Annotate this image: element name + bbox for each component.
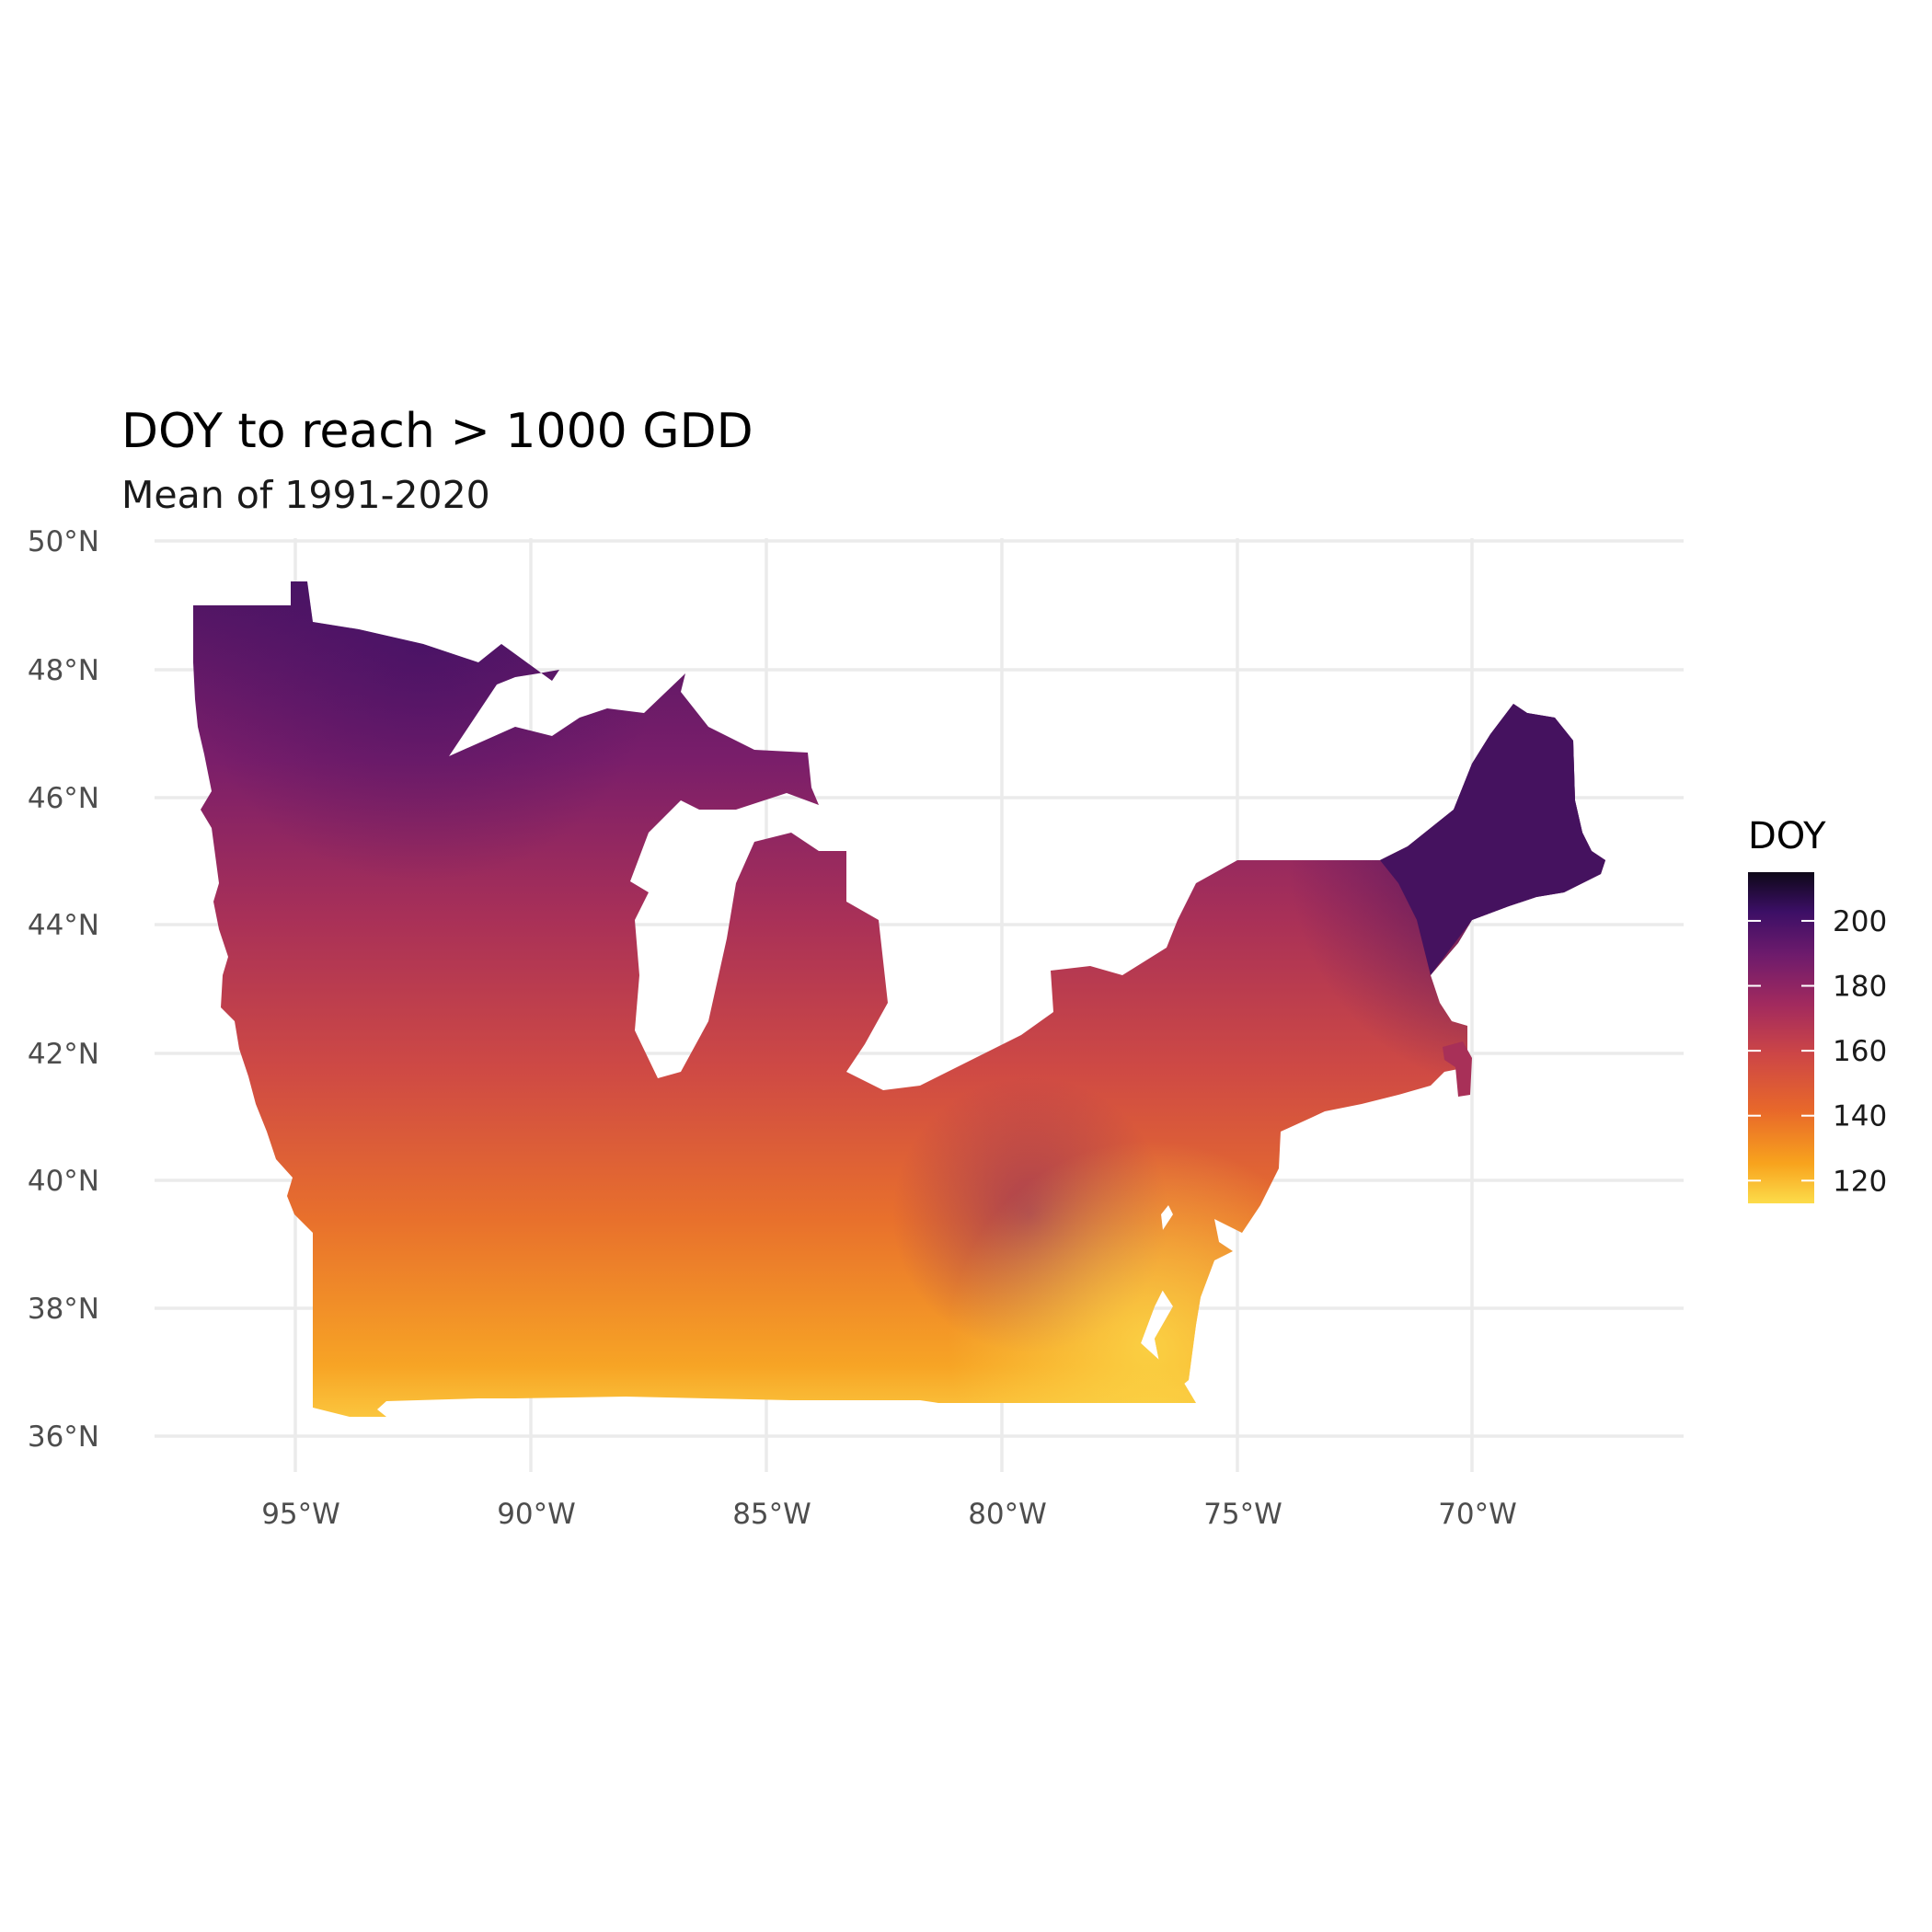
y-tick-label: 42°N: [28, 1038, 99, 1071]
legend-labels: 200 180 160 140 120: [1833, 905, 1887, 1198]
legend-title: DOY: [1748, 815, 1826, 857]
x-tick-label: 95°W: [261, 1498, 340, 1531]
y-tick-label: 46°N: [28, 782, 99, 815]
legend-colorbar: [1748, 872, 1814, 1203]
y-tick-label: 38°N: [28, 1293, 99, 1326]
legend-label: 140: [1833, 1100, 1887, 1133]
y-tick-label: 50°N: [28, 525, 99, 558]
legend-label: 120: [1833, 1165, 1887, 1198]
y-tick-label: 44°N: [28, 909, 99, 942]
x-tick-label: 85°W: [732, 1498, 811, 1531]
y-tick-label: 48°N: [28, 654, 99, 687]
chart-subtitle: Mean of 1991-2020: [121, 473, 490, 517]
legend-label: 200: [1833, 905, 1887, 938]
y-axis-labels: 50°N 48°N 46°N 44°N 42°N 40°N 38°N 36°N: [28, 525, 99, 1454]
color-legend: DOY 200 180 160 140 120: [1748, 815, 1887, 1203]
x-tick-label: 75°W: [1203, 1498, 1282, 1531]
y-tick-label: 36°N: [28, 1420, 99, 1454]
x-tick-label: 90°W: [497, 1498, 576, 1531]
legend-label: 180: [1833, 971, 1887, 1004]
x-axis-labels: 95°W 90°W 85°W 80°W 75°W 70°W: [261, 1498, 1517, 1531]
y-tick-label: 40°N: [28, 1165, 99, 1198]
chart-title: DOY to reach > 1000 GDD: [121, 404, 753, 459]
x-tick-label: 80°W: [968, 1498, 1047, 1531]
legend-ticks: [1748, 919, 1814, 1182]
heatmap-raster: [193, 581, 1605, 1417]
legend-label: 160: [1833, 1035, 1887, 1068]
x-tick-label: 70°W: [1438, 1498, 1517, 1531]
